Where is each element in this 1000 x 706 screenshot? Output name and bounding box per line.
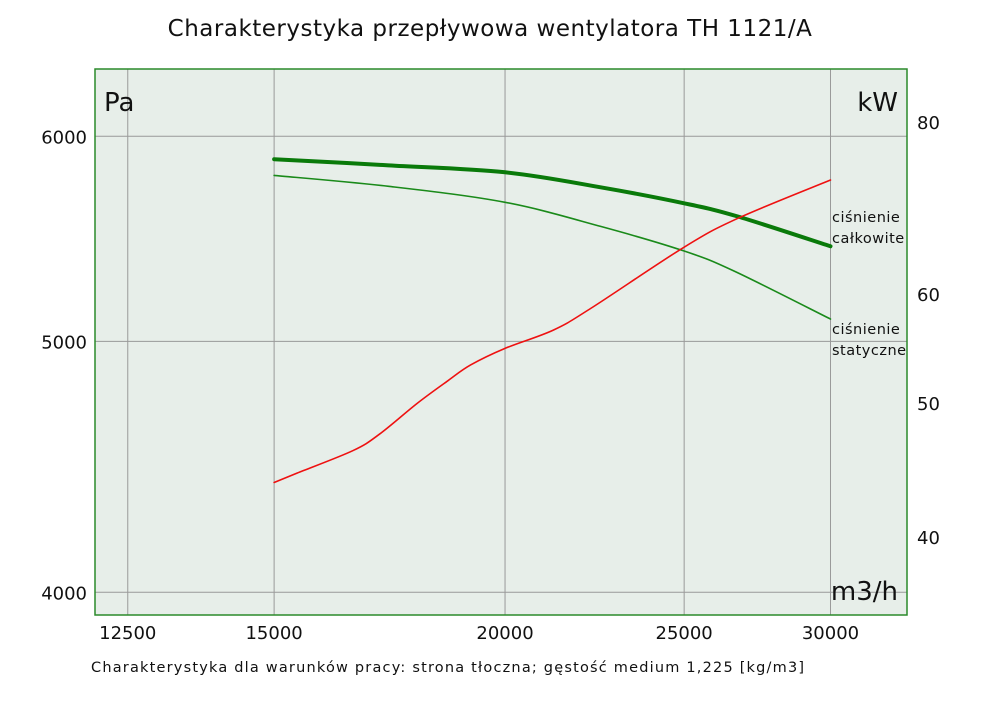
total-pressure-line <box>272 157 833 249</box>
plot-area <box>95 69 907 615</box>
y-right-label: kW <box>857 88 898 118</box>
label-static-pressure-1: ciśnienie <box>832 322 900 338</box>
y-left-label: Pa <box>104 88 134 118</box>
y-right-tick-label: 80 <box>917 113 940 134</box>
plot-border <box>94 68 908 616</box>
x-tick-label: 20000 <box>476 623 533 644</box>
y-left-tick-label: 4000 <box>41 583 87 604</box>
y-right-tick-label: 60 <box>917 285 940 306</box>
x-tick-label: 12500 <box>99 623 156 644</box>
series-lines <box>272 157 833 484</box>
y-right-tick-label: 50 <box>917 394 940 415</box>
grid <box>95 69 907 615</box>
x-tick-label: 25000 <box>656 623 713 644</box>
y-left-tick-label: 6000 <box>41 127 87 148</box>
static-pressure-line <box>273 174 832 320</box>
x-axis-label: m3/h <box>831 577 898 607</box>
label-static-pressure-2: statyczne <box>832 343 907 359</box>
tick-labels: 12500 15000 20000 25000 30000 4000 5000 6000 40 5… <box>41 113 940 644</box>
chart-footer-note: Charakterystyka dla warunków pracy: stro… <box>91 660 806 676</box>
y-left-tick-label: 5000 <box>41 332 87 353</box>
power-line <box>273 179 832 484</box>
chart-title: Charakterystyka przepływowa wentylatora … <box>167 16 813 42</box>
y-right-tick-label: 40 <box>917 528 940 549</box>
x-tick-label: 30000 <box>802 623 859 644</box>
x-tick-label: 15000 <box>245 623 302 644</box>
label-total-pressure-1: ciśnienie <box>832 210 900 226</box>
label-total-pressure-2: całkowite <box>832 231 905 247</box>
